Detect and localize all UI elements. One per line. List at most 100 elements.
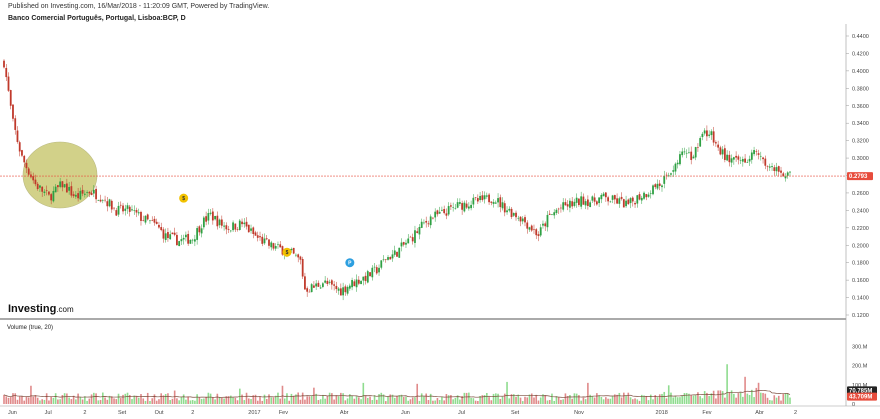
candle-body: [86, 192, 88, 193]
volume-bar: [16, 399, 19, 404]
dividend-event-icon[interactable]: [179, 193, 189, 203]
candle-body: [357, 279, 360, 284]
candle-body: [234, 223, 237, 230]
time-axis[interactable]: Jun Jul 2 Set Out 2 2017 Fev Abr Jun Jul Set Nov 2018…: [8, 410, 797, 416]
volume-bar: [423, 396, 425, 404]
candle-body: [452, 207, 455, 208]
candle-body: [281, 246, 284, 255]
volume-bar: [526, 397, 529, 404]
volume-bar: [447, 395, 450, 404]
candle-body: [730, 158, 733, 163]
time-axis-tick: 2: [191, 410, 194, 416]
candle-body: [476, 198, 479, 202]
volume-bar: [106, 399, 109, 404]
candle-body: [402, 242, 405, 245]
volume-bar: [598, 395, 600, 404]
candle-body: [48, 191, 50, 195]
candle-body: [34, 179, 37, 185]
candle-body: [609, 201, 612, 203]
volume-bar: [553, 400, 555, 404]
price-axis-tick: 0.2400: [852, 208, 869, 214]
volume-indicator-label[interactable]: Volume (true, 20): [7, 325, 53, 331]
volume-bar: [30, 385, 32, 404]
volume-bar: [546, 400, 549, 404]
volume-bar: [391, 394, 394, 404]
volume-bar: [189, 400, 192, 404]
volume-bar: [528, 394, 531, 404]
volume-bar: [580, 400, 582, 404]
candle-body: [699, 138, 702, 147]
time-axis-tick: Jul: [45, 410, 52, 416]
candle-body: [508, 208, 511, 211]
candle-body: [263, 238, 266, 244]
volume-bar: [306, 396, 308, 404]
candle-body: [99, 199, 102, 202]
candle-body: [582, 196, 585, 205]
candle-body: [304, 276, 306, 290]
candle-body: [481, 195, 484, 200]
candle-body: [463, 202, 466, 212]
candle-body: [268, 239, 270, 246]
candle-body: [41, 186, 44, 192]
volume-bar: [39, 400, 41, 404]
split-event-icon[interactable]: [345, 258, 355, 268]
volume-axis[interactable]: 300.M 200.M 100.M 0: [852, 344, 868, 408]
candle-body: [315, 283, 318, 287]
candle-body: [537, 234, 540, 237]
candle-body: [443, 209, 446, 214]
volume-bar: [524, 396, 526, 404]
volume-bar: [3, 394, 5, 404]
candle-body: [746, 162, 749, 163]
volume-bar: [438, 399, 441, 404]
candle-body: [732, 157, 735, 160]
time-axis-tick: Fev: [702, 410, 711, 416]
candle-body: [562, 202, 565, 210]
volume-bar: [384, 401, 387, 404]
volume-bar: [760, 392, 762, 404]
volume-bar: [429, 393, 432, 404]
candle-body: [400, 242, 403, 247]
volume-bar: [654, 395, 657, 404]
candle-body: [133, 210, 136, 211]
candle-body: [789, 171, 791, 173]
volume-bar: [247, 398, 250, 404]
volume-bar: [539, 397, 542, 404]
volume-bar: [789, 397, 791, 404]
candle-body: [423, 222, 425, 224]
volume-bar: [726, 364, 728, 404]
candlestick-series: [3, 59, 791, 301]
candle-body: [768, 166, 771, 168]
volume-bar: [194, 400, 196, 404]
candle-body: [279, 244, 282, 248]
volume-bar: [173, 390, 176, 404]
candle-body: [560, 207, 562, 209]
candle-body: [389, 256, 392, 260]
volume-bar: [602, 399, 605, 404]
volume-bar: [104, 397, 106, 404]
volume-bar: [495, 393, 497, 404]
candle-body: [528, 227, 531, 230]
candle-body: [169, 234, 172, 240]
candle-body: [9, 90, 12, 106]
candle-body: [131, 209, 133, 211]
volume-bar: [230, 395, 232, 404]
candle-body: [777, 166, 780, 172]
candle-body: [337, 288, 340, 291]
volume-bar: [167, 393, 169, 404]
candle-body: [654, 184, 657, 188]
dividend-event-icon[interactable]: [282, 247, 292, 257]
candle-body: [420, 221, 423, 228]
candle-body: [640, 197, 643, 201]
volume-bar: [81, 399, 84, 404]
candle-body: [238, 220, 241, 230]
candle-body: [494, 202, 497, 204]
candle-body: [780, 170, 782, 173]
volume-bar: [164, 394, 167, 404]
candle-body: [391, 254, 394, 259]
volume-bar: [70, 399, 73, 404]
volume-bar: [187, 396, 189, 404]
volume-bar: [764, 393, 767, 404]
volume-bar: [667, 385, 670, 404]
volume-bar: [310, 395, 313, 404]
